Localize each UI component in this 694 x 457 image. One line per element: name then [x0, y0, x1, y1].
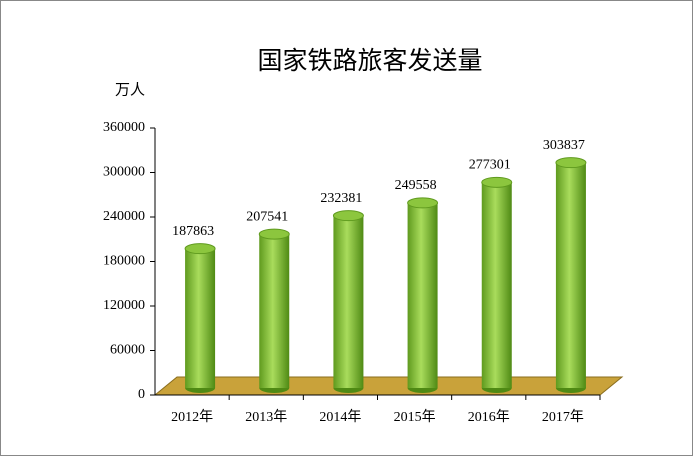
- cylinder: [407, 197, 439, 393]
- cylinder: [481, 176, 513, 393]
- x-tick-label: 2015年: [394, 409, 436, 425]
- data-label: 187863: [172, 224, 214, 239]
- y-tick-label: 180000: [103, 254, 145, 269]
- y-tick-label: 360000: [103, 120, 145, 135]
- data-label: 303837: [543, 138, 585, 153]
- y-tick-label: 240000: [103, 209, 145, 224]
- y-tick-label: 300000: [103, 165, 145, 180]
- bar: [185, 248, 216, 388]
- chart-title: 国家铁路旅客发送量: [257, 46, 482, 75]
- y-tick-label: 0: [138, 387, 145, 402]
- cylinder: [184, 243, 216, 393]
- x-tick-label: 2017年: [542, 409, 584, 425]
- y-tick-label: 60000: [110, 343, 145, 358]
- bar: [259, 234, 290, 388]
- x-tick-label: 2016年: [468, 409, 510, 425]
- floor: [153, 376, 624, 396]
- cylinder-top: [407, 197, 439, 209]
- cylinder: [332, 210, 364, 393]
- cylinder: [555, 157, 587, 393]
- cylinder-top: [555, 157, 587, 169]
- bar: [555, 162, 586, 388]
- bar: [407, 202, 438, 388]
- cylinder-top: [332, 210, 364, 222]
- bar: [333, 215, 364, 388]
- data-label: 249558: [395, 178, 437, 193]
- cylinder-top: [184, 243, 216, 255]
- y-axis-label: 万人: [115, 81, 145, 99]
- bar: [481, 182, 512, 388]
- x-tick-label: 2012年: [171, 409, 213, 425]
- x-tick-label: 2014年: [319, 409, 361, 425]
- y-tick-label: 120000: [103, 298, 145, 313]
- data-label: 207541: [246, 209, 288, 224]
- cylinder-top: [481, 176, 513, 188]
- x-tick-label: 2013年: [245, 409, 287, 425]
- cylinder-top: [258, 228, 290, 240]
- cylinder: [258, 228, 290, 393]
- data-label: 277301: [469, 158, 511, 173]
- data-label: 232381: [320, 191, 362, 206]
